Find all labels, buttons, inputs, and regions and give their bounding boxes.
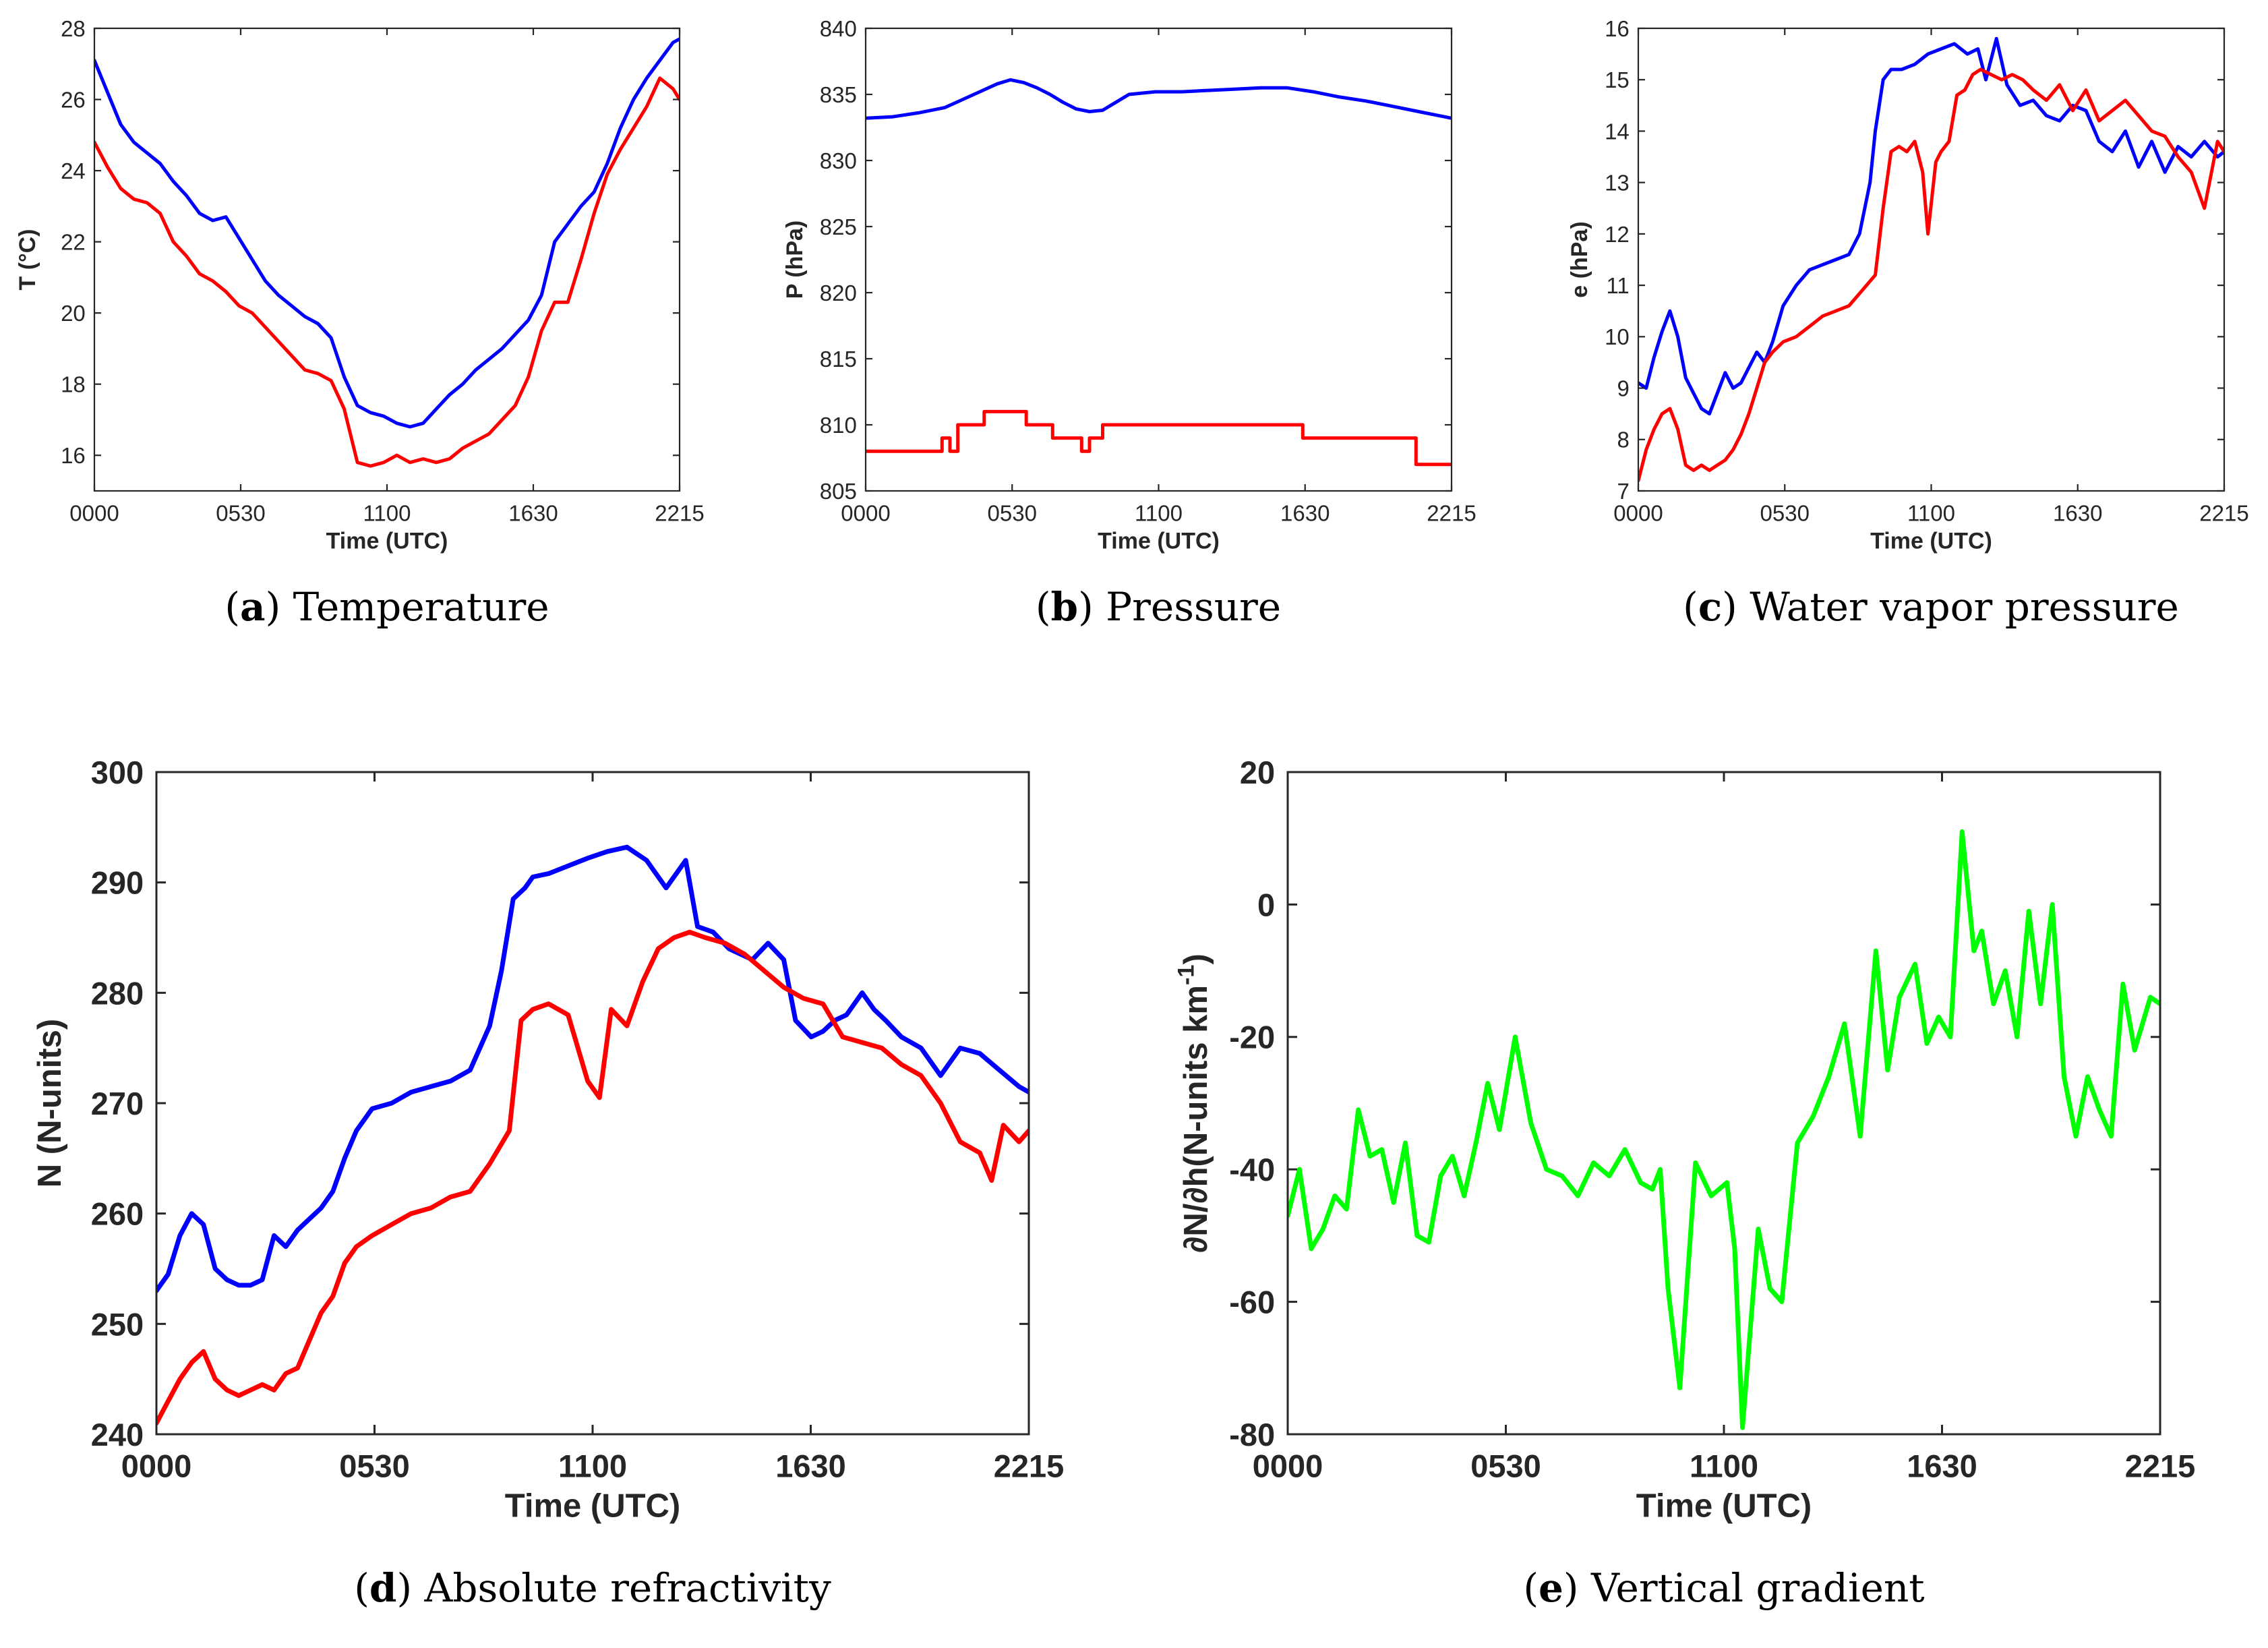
x-tick-label: 1100: [1135, 501, 1183, 526]
x-tick-label: 0000: [1613, 501, 1663, 526]
y-tick-label: 280: [91, 975, 144, 1011]
y-tick-label: 810: [820, 413, 857, 438]
panel-caption: (d) Absolute refractivity: [354, 1565, 831, 1611]
x-tick-label: 2215: [655, 501, 704, 526]
x-axis-label: Time (UTC): [1636, 1488, 1812, 1524]
y-tick-label: 840: [820, 16, 857, 41]
series-line-red: [866, 409, 1452, 467]
y-tick-label: 260: [91, 1196, 144, 1232]
panel-c: 0000 0530 1100 1630 2215 7 8 9 10 11 12 13 14 15 16 Tim…: [1567, 16, 2249, 630]
y-tick-label: 805: [820, 479, 857, 504]
y-axis-label: e (hPa): [1567, 221, 1592, 297]
y-tick-label: 815: [820, 347, 857, 372]
y-tick-label: 20: [1240, 755, 1275, 790]
x-tick-label: 2215: [994, 1448, 1065, 1483]
y-axis-label: ∂N/∂h(N-units km-1): [1173, 953, 1214, 1253]
y-tick-label: 16: [61, 443, 86, 468]
x-tick-label: 0530: [339, 1448, 410, 1483]
axes-box: [864, 27, 1453, 492]
y-tick-label: 290: [91, 865, 144, 901]
x-axis-label: Time (UTC): [505, 1488, 680, 1524]
y-tick-label: 825: [820, 214, 857, 239]
series-line-red: [156, 929, 1029, 1426]
y-tick-label: 16: [1605, 16, 1630, 41]
x-axis-label: Time (UTC): [1870, 528, 1992, 554]
axes-box: [155, 771, 1030, 1436]
x-tick-label: 1100: [1690, 1448, 1758, 1483]
x-tick-label: 2215: [2125, 1448, 2196, 1483]
x-tick-label: 1100: [558, 1448, 627, 1483]
x-tick-label: 0000: [841, 501, 890, 526]
y-axis-label: N (N-units): [32, 1019, 68, 1187]
axes-box: [1637, 27, 2226, 492]
y-tick-label: 8: [1617, 428, 1629, 452]
x-tick-label: 0530: [1760, 501, 1810, 526]
panel-a: 0000 0530 1100 1630 2215 16 18 20 22 24 26 28 Time (…: [15, 16, 705, 630]
axes-box: [93, 27, 681, 492]
x-tick-label: 1630: [1907, 1448, 1977, 1483]
x-tick-label: 2215: [1427, 501, 1476, 526]
y-tick-label: 270: [91, 1086, 144, 1121]
y-tick-label: 300: [91, 755, 144, 790]
y-axis-label: P (hPa): [782, 220, 808, 299]
panel-d: 0000 0530 1100 1630 2215 240 250 260 270 280 290 30…: [32, 755, 1064, 1611]
x-tick-label: 0000: [121, 1448, 192, 1483]
y-tick-label: 830: [820, 148, 857, 173]
y-tick-label: 0: [1257, 887, 1275, 922]
y-tick-label: -60: [1229, 1285, 1275, 1320]
panel-caption: (a) Temperature: [225, 584, 549, 630]
y-tick-label: 18: [61, 372, 86, 397]
y-tick-label: -20: [1229, 1020, 1275, 1055]
panel-caption: (b) Pressure: [1036, 584, 1281, 630]
panel-caption: (e) Vertical gradient: [1523, 1565, 1924, 1611]
x-tick-label: 0000: [69, 501, 119, 526]
series-line-blue: [866, 78, 1452, 120]
x-axis-label: Time (UTC): [1098, 528, 1220, 554]
x-axis-label: Time (UTC): [326, 528, 448, 554]
x-tick-label: 0530: [1470, 1448, 1541, 1483]
x-tick-label: 0000: [1253, 1448, 1323, 1483]
panel-e: 0000 0530 1100 1630 2215 -80 -60 -40 -20 0 20 Time …: [1173, 755, 2195, 1611]
y-axis-label: T (°C): [15, 229, 40, 290]
y-tick-label: 13: [1605, 171, 1630, 196]
series-line-gradient: [1288, 829, 2160, 1430]
series-line-blue: [94, 37, 680, 429]
y-tick-label: 20: [61, 301, 86, 326]
series-line-red: [1638, 67, 2224, 483]
panel-b: 0000 0530 1100 1630 2215 805 810 815 820 825 830 83…: [782, 16, 1476, 630]
y-tick-label: 15: [1605, 67, 1630, 92]
y-tick-label: -80: [1229, 1417, 1275, 1452]
y-tick-label: 22: [61, 229, 86, 254]
x-tick-label: 0530: [216, 501, 265, 526]
y-tick-label: 12: [1605, 222, 1630, 247]
y-tick-label: 820: [820, 281, 857, 305]
x-tick-label: 2215: [2199, 501, 2248, 526]
x-tick-label: 0530: [988, 501, 1037, 526]
y-tick-label: 835: [820, 82, 857, 107]
series-line-red: [94, 76, 680, 468]
y-tick-label: 9: [1617, 376, 1629, 401]
series-line-blue: [156, 844, 1029, 1293]
x-tick-label: 1630: [2053, 501, 2102, 526]
x-tick-label: 1100: [1907, 501, 1955, 526]
y-tick-label: 14: [1605, 119, 1630, 144]
y-tick-label: 240: [91, 1417, 144, 1452]
y-tick-label: 10: [1605, 324, 1630, 349]
axes-box: [1286, 771, 2161, 1436]
x-tick-label: 1100: [363, 501, 411, 526]
y-tick-label: 250: [91, 1306, 144, 1342]
x-tick-label: 1630: [508, 501, 558, 526]
y-tick-label: -40: [1229, 1152, 1275, 1187]
x-tick-label: 1630: [1280, 501, 1330, 526]
y-tick-label: 28: [61, 16, 86, 41]
series-line-blue: [1638, 36, 2224, 416]
y-tick-label: 26: [61, 87, 86, 112]
x-tick-label: 1630: [775, 1448, 846, 1483]
panel-caption: (c) Water vapor pressure: [1683, 584, 2179, 630]
y-tick-label: 7: [1617, 479, 1629, 504]
y-tick-label: 11: [1607, 273, 1630, 298]
y-tick-label: 24: [61, 158, 86, 183]
